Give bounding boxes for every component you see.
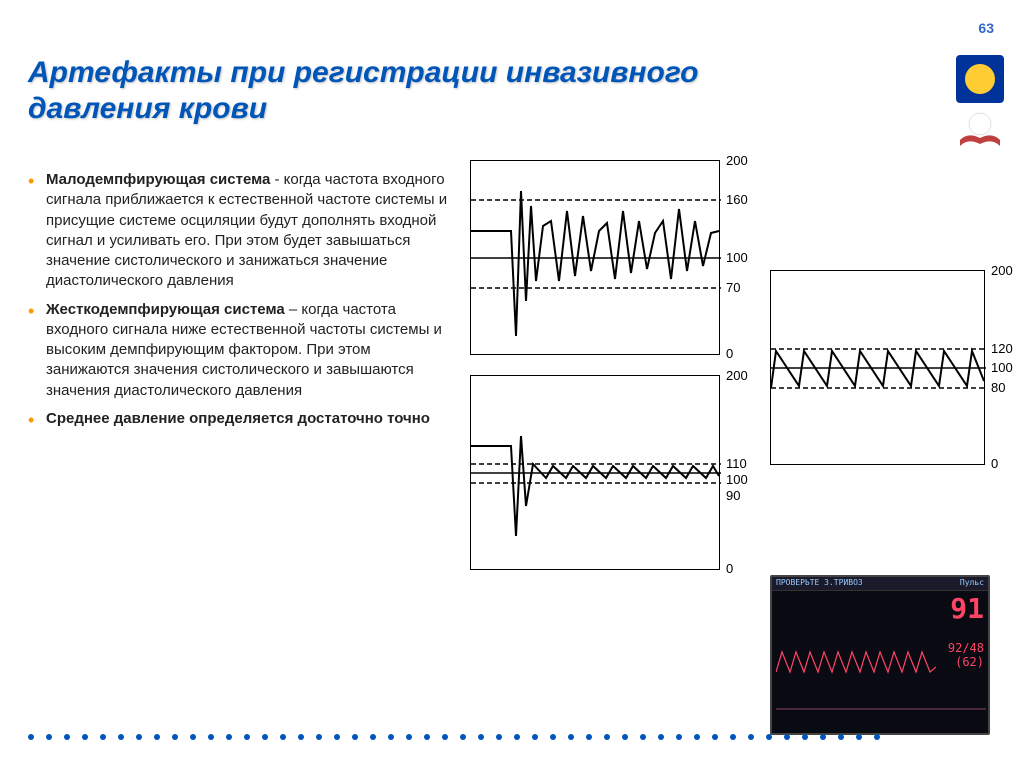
bullet-item: Малодемпфирующая система - когда частота… (28, 170, 448, 292)
bullet-text: - когда частота входного сигнала приближ… (46, 171, 447, 289)
ytick: 90 (726, 488, 740, 503)
overdamped-chart: 200 110 100 90 0 (470, 375, 720, 570)
ytick: 100 (991, 360, 1013, 375)
institution-logo (956, 55, 1004, 103)
monitor-readings: 91 92/48 (62) (948, 595, 984, 670)
bullet-lead: Жесткодемпфирующая система (46, 301, 285, 318)
charts-container: 200 160 100 70 0 200 110 100 90 0 200 12… (470, 160, 1000, 640)
bullet-item: Среднее давление определяется достаточно… (28, 409, 448, 429)
ytick: 0 (726, 346, 733, 361)
book-logo (956, 110, 1004, 150)
ytick: 100 (726, 250, 748, 265)
ytick: 200 (726, 153, 748, 168)
ytick: 120 (991, 341, 1013, 356)
ytick: 110 (726, 456, 747, 471)
monitor-map-value: (62) (948, 655, 984, 669)
ytick: 0 (726, 561, 733, 576)
bullet-lead: Малодемпфирующая система (46, 171, 270, 188)
normal-chart: 200 120 100 80 0 (770, 270, 985, 465)
decorative-dots (28, 734, 996, 742)
monitor-wave-secondary (776, 697, 986, 722)
monitor-wave-abp (776, 647, 936, 677)
monitor-pulse-label: Пульс (960, 578, 984, 589)
bullet-lead: Среднее давление определяется достаточно… (46, 410, 430, 427)
logo-emblem (965, 64, 995, 94)
page-number: 63 (978, 20, 994, 36)
normal-wave (771, 271, 986, 466)
overdamped-wave (471, 376, 721, 571)
bullet-list: Малодемпфирующая система - когда частота… (28, 170, 448, 437)
ytick: 200 (991, 263, 1013, 278)
monitor-header: ПРОВЕРЬТЕ 3.ТРИВО3 Пульс (772, 577, 988, 591)
ytick: 80 (991, 380, 1005, 395)
underdamped-wave (471, 161, 721, 356)
monitor-bp-value: 92/48 (948, 641, 984, 655)
slide-title: Артефакты при регистрации инвазивного да… (28, 55, 728, 127)
ytick: 200 (726, 368, 748, 383)
ytick: 70 (726, 280, 740, 295)
ytick: 100 (726, 472, 748, 487)
patient-monitor: ПРОВЕРЬТЕ 3.ТРИВО3 Пульс 91 92/48 (62) (770, 575, 990, 735)
ytick: 0 (991, 456, 998, 471)
underdamped-chart: 200 160 100 70 0 (470, 160, 720, 355)
monitor-alarm-text: ПРОВЕРЬТЕ 3.ТРИВО3 (776, 578, 863, 589)
monitor-pulse-value: 91 (948, 595, 984, 623)
bullet-item: Жесткодемпфирующая система – когда часто… (28, 300, 448, 401)
ytick: 160 (726, 192, 748, 207)
